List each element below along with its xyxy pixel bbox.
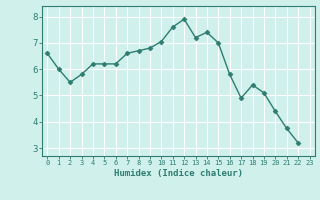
X-axis label: Humidex (Indice chaleur): Humidex (Indice chaleur) [114, 169, 243, 178]
